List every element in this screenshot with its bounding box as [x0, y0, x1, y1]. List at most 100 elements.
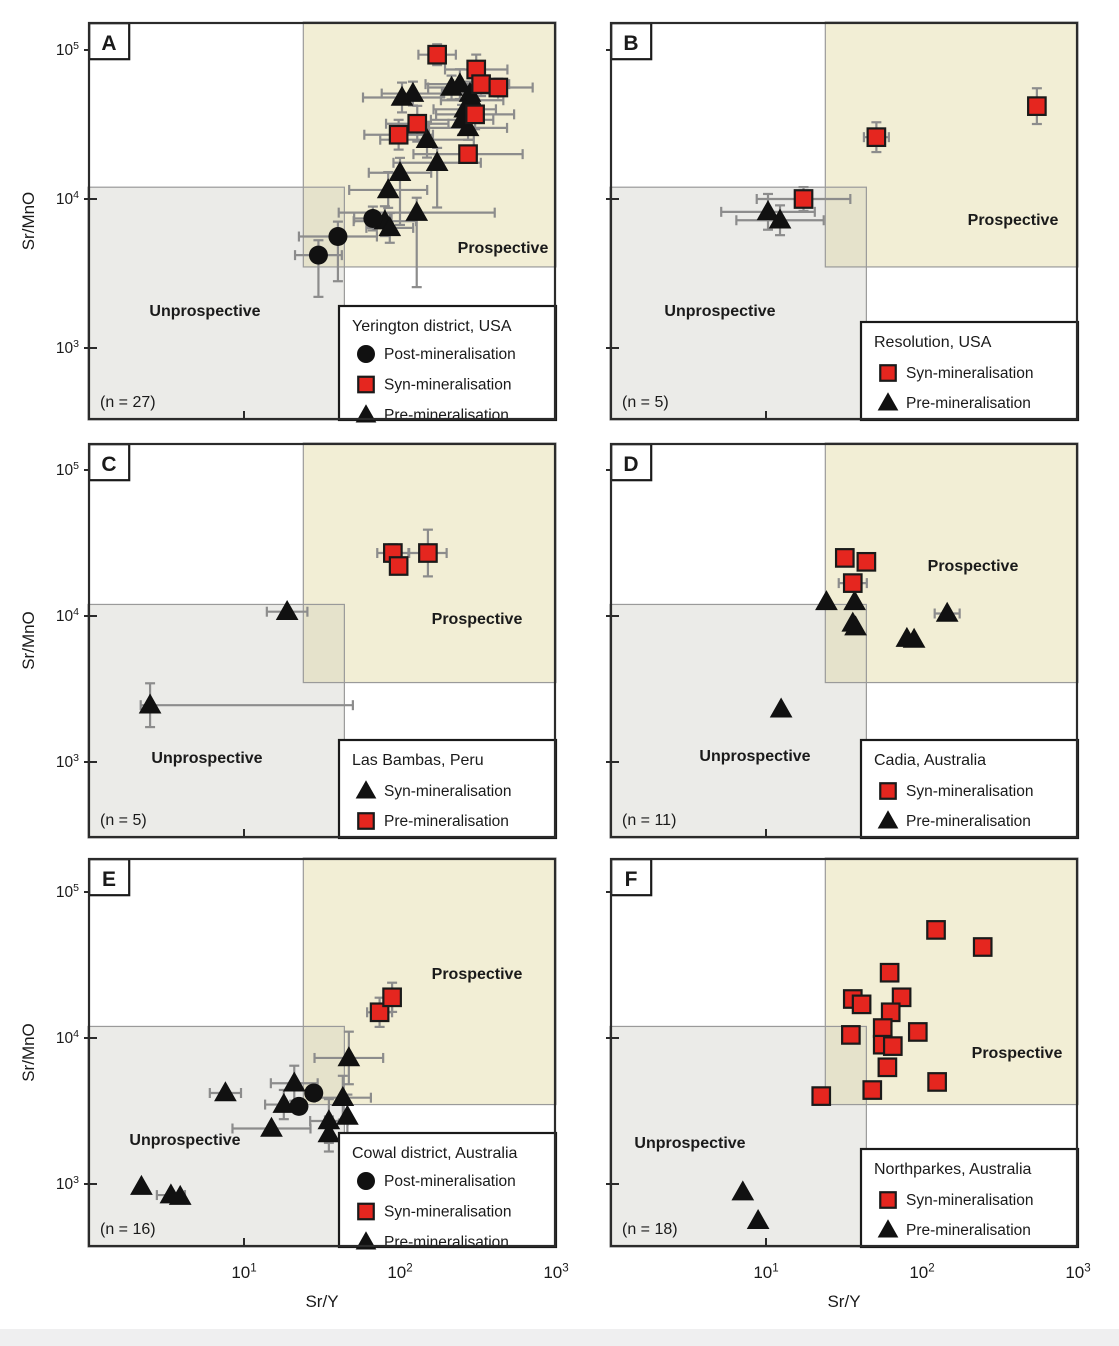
triangle-marker — [272, 1092, 296, 1113]
unprospective-label: Unprospective — [129, 1132, 240, 1149]
unprospective-region — [610, 604, 867, 838]
x-tick-label: 103 — [543, 1263, 568, 1282]
triangle-marker — [877, 1219, 899, 1238]
circle-marker — [357, 1172, 375, 1190]
y-axis-title: Sr/MnO — [19, 611, 38, 670]
triangle-marker — [756, 200, 780, 221]
triangle-marker — [877, 392, 899, 411]
unprospective-region — [610, 187, 867, 420]
panel-B: Prospective Unprospective (n = 5) B Resoluti… — [606, 21, 1080, 422]
region-shading — [609, 21, 1079, 421]
legend-entry-label: Pre-mineralisation — [384, 407, 509, 424]
legend-title: Las Bambas, Peru — [352, 752, 484, 769]
legend-title: Cowal district, Australia — [352, 1145, 517, 1162]
plot-border — [87, 442, 557, 839]
triangle-marker — [355, 780, 377, 799]
circle-marker — [328, 227, 348, 247]
triangle-marker — [425, 151, 449, 172]
series-pre-mineralisation — [731, 1180, 770, 1230]
unprospective-region — [88, 604, 345, 838]
square-marker — [388, 556, 409, 576]
region-shading — [609, 857, 1079, 1248]
triangle-marker — [378, 216, 402, 237]
panel-C: Prospective Unprospective (n = 5) C Las Bamb… — [19, 442, 558, 840]
plot-border — [609, 442, 1079, 839]
legend: Cowal district, Australia Post-mineralisa… — [337, 1131, 558, 1251]
panel-letter-box: F — [610, 858, 653, 897]
series-syn-mineralisation — [811, 920, 993, 1106]
triangle-marker — [401, 81, 425, 102]
panel-letter: C — [101, 453, 116, 476]
series-pre-mineralisation — [383, 543, 438, 576]
n-count-label: (n = 5) — [622, 394, 669, 411]
x-tick-label: 101 — [231, 1263, 256, 1282]
triangle-marker — [168, 1184, 192, 1205]
triangle-marker — [130, 1174, 153, 1195]
square-marker — [811, 1086, 832, 1106]
n-count-label: (n = 18) — [622, 1221, 678, 1238]
x-axis-title: Sr/Y — [305, 1292, 338, 1311]
legend: Cadia, Australia Syn-mineralisation Pre-mi… — [859, 738, 1080, 840]
square-marker — [972, 937, 993, 957]
legend-title: Northparkes, Australia — [874, 1161, 1032, 1178]
series-syn-mineralisation — [369, 987, 402, 1023]
legend: Yerington district, USA Post-mineralisati… — [337, 304, 558, 424]
series-syn-mineralisation — [834, 548, 877, 593]
series-syn-mineralisation — [138, 599, 299, 714]
legend-entry-label: Syn-mineralisation — [384, 783, 512, 800]
legend-entry-label: Syn-mineralisation — [906, 783, 1034, 800]
square-marker — [427, 44, 447, 65]
unprospective-region — [610, 1026, 867, 1247]
legend-entry-label: Pre-mineralisation — [906, 1222, 1031, 1239]
y-tick-label: 103 — [56, 752, 79, 771]
legend-entry-label: Pre-mineralisation — [384, 813, 509, 830]
series-pre-mineralisation — [756, 200, 792, 229]
panel-E: Prospective Unprospective (n = 16) E Cowal d… — [19, 857, 569, 1311]
legend-title: Resolution, USA — [874, 334, 992, 351]
square-marker — [1027, 96, 1047, 116]
x-tick-label: 102 — [909, 1263, 934, 1282]
legend-entry-label: Syn-mineralisation — [384, 1204, 512, 1221]
y-tick-label: 105 — [56, 882, 79, 901]
panel-A: Prospective Unprospective (n = 27) A Yeringt… — [19, 21, 558, 424]
y-tick-label: 105 — [56, 460, 79, 479]
x-tick-label: 102 — [387, 1263, 412, 1282]
legend-entry-label: Pre-mineralisation — [384, 1234, 509, 1251]
plot-border — [609, 21, 1079, 421]
square-marker — [927, 1072, 947, 1092]
circle-marker — [363, 208, 383, 228]
triangle-marker — [355, 404, 377, 423]
legend-entry-label: Pre-mineralisation — [906, 395, 1031, 412]
panel-F: Prospective Unprospective (n = 18) F Northpa… — [606, 857, 1091, 1311]
square-marker — [357, 1202, 375, 1221]
triangle-marker — [275, 599, 299, 620]
unprospective-region — [88, 187, 345, 420]
triangle-marker — [440, 75, 463, 96]
triangle-marker — [260, 1116, 283, 1137]
triangle-marker — [317, 1122, 341, 1143]
region-overlap — [825, 187, 867, 267]
plot-border — [87, 21, 557, 421]
triangle-marker — [376, 178, 400, 199]
y-tick-label: 104 — [56, 1028, 79, 1047]
legend: Resolution, USA Syn-mineralisation Pre-min… — [859, 320, 1080, 422]
n-count-label: (n = 16) — [100, 1221, 156, 1238]
prospective-region — [825, 858, 1078, 1105]
n-count-label: (n = 11) — [622, 812, 676, 829]
circle-marker — [304, 1083, 324, 1103]
square-marker — [862, 1080, 883, 1100]
panel-D: Prospective Unprospective (n = 11) D Cadia, … — [606, 442, 1080, 840]
square-marker — [842, 573, 863, 593]
square-marker — [879, 1191, 897, 1209]
unprospective-label: Unprospective — [151, 750, 262, 767]
square-marker — [877, 1057, 898, 1078]
y-tick-label: 103 — [56, 338, 79, 357]
square-marker — [369, 1002, 390, 1023]
prospective-label: Prospective — [928, 558, 1019, 575]
circle-marker — [357, 345, 375, 363]
y-axis-title: Sr/MnO — [19, 1023, 38, 1082]
square-marker — [388, 124, 409, 145]
panel-letter: B — [623, 32, 638, 55]
square-marker — [891, 987, 912, 1008]
